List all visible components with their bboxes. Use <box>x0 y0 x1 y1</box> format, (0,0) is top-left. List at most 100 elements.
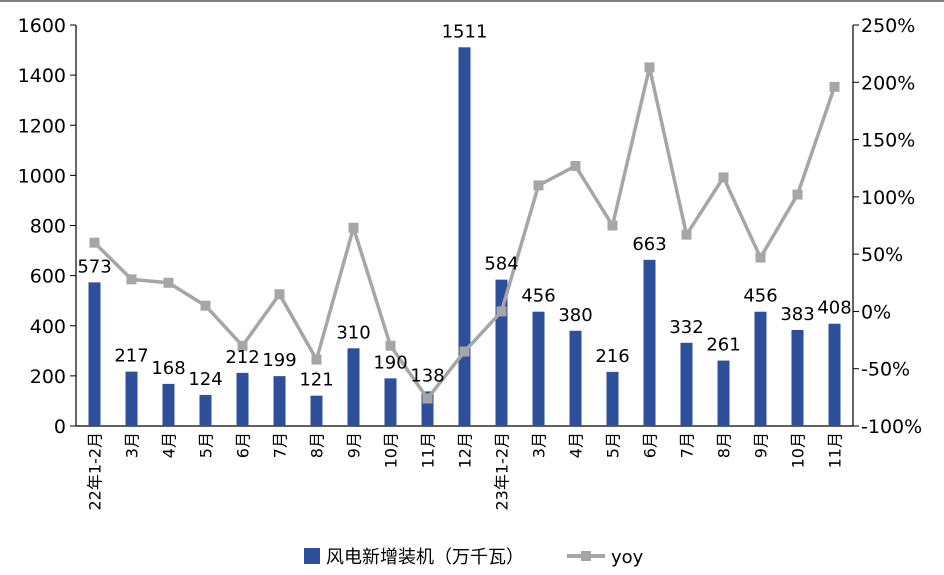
bar-value-label: 217 <box>114 346 148 367</box>
x-tick-label: 22年1-2月 <box>86 432 105 511</box>
x-tick-label: 6月 <box>234 432 253 458</box>
x-tick-label: 5月 <box>197 432 216 458</box>
bar <box>347 348 360 426</box>
yoy-point <box>718 172 729 183</box>
yoy-point <box>385 340 396 351</box>
yoy-point <box>89 237 100 248</box>
yoy-point <box>681 229 692 240</box>
bar <box>273 376 286 426</box>
legend-line-marker <box>581 551 591 561</box>
x-tick-label: 11月 <box>419 432 438 468</box>
right-tick-label: 250% <box>861 15 915 37</box>
bar <box>532 311 545 426</box>
yoy-point <box>274 289 285 300</box>
x-tick-label: 3月 <box>123 432 142 458</box>
x-tick-label: 23年1-2月 <box>493 432 512 511</box>
yoy-point <box>200 300 211 311</box>
left-tick-label: 1400 <box>18 65 66 87</box>
legend-line-label: yoy <box>611 547 644 568</box>
right-tick-label: -100% <box>861 416 922 438</box>
x-tick-label: 10月 <box>789 432 808 468</box>
yoy-point <box>422 393 433 404</box>
bar <box>754 311 767 426</box>
left-tick-label: 800 <box>30 216 66 238</box>
bar-value-label: 190 <box>373 352 407 373</box>
bar-value-label: 332 <box>669 317 703 338</box>
bar <box>310 395 323 426</box>
bar-value-label: 456 <box>743 286 777 307</box>
bar-value-label: 138 <box>410 365 444 386</box>
bar-value-label: 212 <box>225 347 259 368</box>
x-tick-label: 11月 <box>826 432 845 468</box>
left-tick-label: 1000 <box>18 165 66 187</box>
yoy-point <box>570 160 581 171</box>
bar-value-label: 124 <box>188 369 222 390</box>
yoy-point <box>459 346 470 357</box>
yoy-point <box>644 62 655 73</box>
bar <box>88 282 101 426</box>
right-tick-label: -50% <box>861 359 910 381</box>
yoy-point <box>348 222 359 233</box>
bar <box>125 371 138 426</box>
yoy-point <box>163 277 174 288</box>
bar-value-label: 383 <box>780 304 814 325</box>
x-tick-label: 10月 <box>382 432 401 468</box>
bar <box>606 371 619 426</box>
bar <box>828 323 841 426</box>
yoy-line-series <box>89 62 840 404</box>
x-tick-label: 5月 <box>604 432 623 458</box>
right-tick-label: 50% <box>861 244 903 266</box>
left-tick-label: 1600 <box>18 15 66 37</box>
yoy-point <box>829 81 840 92</box>
bar-value-label: 573 <box>77 256 111 277</box>
x-tick-label: 9月 <box>752 432 771 458</box>
bar <box>199 394 212 426</box>
yoy-point <box>607 220 618 231</box>
left-tick-label: 0 <box>54 416 66 438</box>
yoy-point <box>496 306 507 317</box>
bar <box>162 383 175 426</box>
right-tick-label: 100% <box>861 187 915 209</box>
bar-value-label: 199 <box>262 350 296 371</box>
x-tick-label: 7月 <box>678 432 697 458</box>
bar <box>717 360 730 426</box>
right-tick-label: 0% <box>861 301 891 323</box>
bar <box>384 378 397 426</box>
bar-value-label: 168 <box>151 358 185 379</box>
yoy-point <box>792 189 803 200</box>
bar-value-label: 663 <box>632 234 666 255</box>
x-tick-label: 6月 <box>641 432 660 458</box>
left-tick-label: 1200 <box>18 115 66 137</box>
bar-value-label: 584 <box>484 254 518 275</box>
left-tick-label: 400 <box>30 316 66 338</box>
axes: 0 200 400 600 800 1000 1200 1400 1600 -100% -50% 0%… <box>18 15 923 438</box>
left-tick-label: 200 <box>30 366 66 388</box>
right-tick-label: 200% <box>861 72 915 94</box>
legend-bar-label: 风电新增装机（万千瓦） <box>326 547 524 568</box>
x-tick-label: 8月 <box>715 432 734 458</box>
bar <box>643 259 656 426</box>
bar-value-label: 310 <box>336 322 370 343</box>
yoy-point <box>126 274 137 285</box>
bar-value-label: 216 <box>595 346 629 367</box>
x-tick-label: 4月 <box>567 432 586 458</box>
bar <box>680 342 693 426</box>
bar <box>791 330 804 426</box>
legend-bar-swatch <box>304 548 320 564</box>
right-tick-label: 150% <box>861 130 915 152</box>
legend: 风电新增装机（万千瓦） yoy <box>304 547 644 568</box>
bar <box>569 330 582 426</box>
x-tick-label: 9月 <box>345 432 364 458</box>
bar-value-label: 261 <box>706 335 740 356</box>
x-tick-label: 12月 <box>456 432 475 468</box>
bar <box>458 47 471 426</box>
yoy-point <box>311 354 322 365</box>
yoy-point <box>755 252 766 263</box>
yoy-point <box>237 340 248 351</box>
x-tick-label: 3月 <box>530 432 549 458</box>
x-tick-label: 8月 <box>308 432 327 458</box>
bar-value-label: 456 <box>521 286 555 307</box>
x-tick-label: 7月 <box>271 432 290 458</box>
